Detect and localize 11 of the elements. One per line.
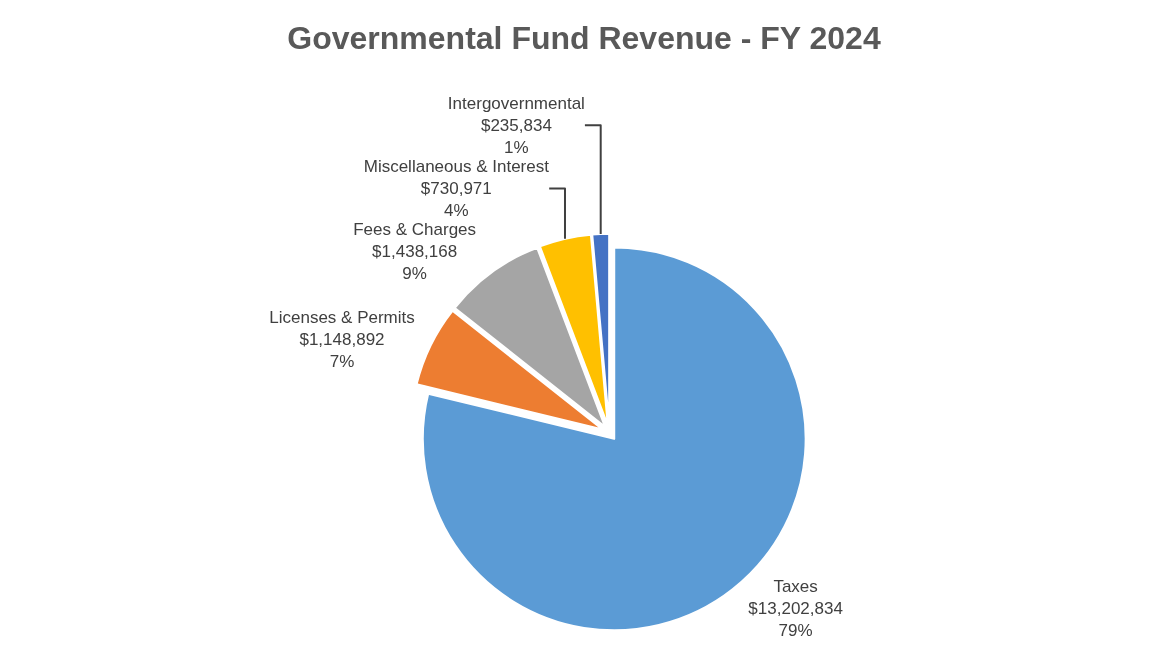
data-label: $1,148,892 7% [299, 330, 385, 372]
data-label: $13,202,834 79% [748, 599, 843, 641]
slice-label: Fees & Charges [353, 220, 477, 240]
slice-label: Intergovernmental [447, 93, 585, 113]
data-label: $235,834 1% [480, 115, 552, 157]
slice-label: Licenses & Permits [269, 307, 415, 327]
chart-title: Governmental Fund Revenue - FY 2024 [287, 19, 881, 56]
data-label: $730,971 4% [420, 178, 492, 221]
slice-label: Miscellaneous & Interest [363, 156, 550, 176]
slice-label: Taxes [773, 577, 818, 597]
data-label: $1,438,168 9% [372, 242, 458, 284]
